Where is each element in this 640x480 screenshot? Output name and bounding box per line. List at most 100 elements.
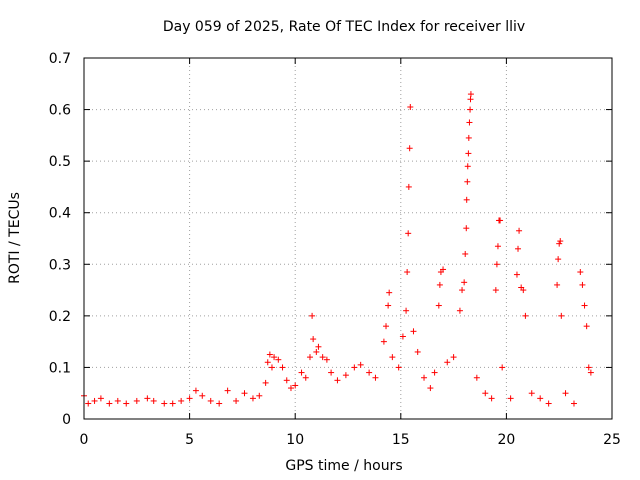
gridlines bbox=[84, 58, 612, 419]
data-point bbox=[513, 271, 520, 278]
data-point bbox=[414, 348, 421, 355]
data-point bbox=[407, 103, 414, 110]
data-point bbox=[488, 395, 495, 402]
data-point bbox=[271, 354, 278, 361]
y-tick-label: 0.4 bbox=[49, 206, 71, 222]
data-point bbox=[473, 374, 480, 381]
data-point bbox=[556, 240, 563, 247]
data-point bbox=[463, 225, 470, 232]
data-point bbox=[306, 354, 313, 361]
data-point bbox=[319, 354, 326, 361]
data-point bbox=[275, 356, 282, 363]
data-point bbox=[266, 351, 273, 358]
data-point bbox=[233, 397, 240, 404]
x-tick-label: 20 bbox=[497, 432, 515, 448]
data-point bbox=[555, 256, 562, 263]
data-point bbox=[385, 302, 392, 309]
data-point bbox=[465, 150, 472, 157]
data-point bbox=[427, 385, 434, 392]
x-tick-label: 25 bbox=[603, 432, 621, 448]
data-point bbox=[150, 397, 157, 404]
data-point bbox=[520, 287, 527, 294]
data-point bbox=[467, 96, 474, 103]
data-point bbox=[144, 395, 151, 402]
data-point bbox=[292, 382, 299, 389]
data-point bbox=[440, 266, 447, 273]
data-point bbox=[380, 338, 387, 345]
y-tick-label: 0 bbox=[62, 412, 71, 428]
data-point bbox=[467, 91, 474, 98]
data-point bbox=[323, 356, 330, 363]
chart-title: Day 059 of 2025, Rate Of TEC Index for r… bbox=[163, 19, 525, 35]
data-point bbox=[583, 323, 590, 330]
data-point bbox=[558, 312, 565, 319]
x-tick-labels: 0 5 10 15 20 25 bbox=[80, 432, 621, 448]
y-tick-label: 0.6 bbox=[49, 103, 71, 119]
data-point bbox=[328, 369, 335, 376]
data-point bbox=[169, 400, 176, 407]
y-tick-label: 0.2 bbox=[49, 309, 71, 325]
data-point bbox=[450, 354, 457, 361]
data-point bbox=[493, 261, 500, 268]
data-point bbox=[192, 387, 199, 394]
data-point bbox=[492, 287, 499, 294]
data-point bbox=[403, 307, 410, 314]
data-point bbox=[309, 312, 316, 319]
data-point bbox=[91, 397, 98, 404]
x-axis-label: GPS time / hours bbox=[285, 458, 402, 474]
data-point bbox=[114, 397, 121, 404]
data-point bbox=[557, 238, 564, 245]
data-point bbox=[405, 230, 412, 237]
data-point bbox=[406, 145, 413, 152]
data-point bbox=[579, 281, 586, 288]
data-point bbox=[186, 395, 193, 402]
data-point bbox=[482, 390, 489, 397]
data-point bbox=[462, 250, 469, 257]
data-point bbox=[199, 392, 206, 399]
data-point bbox=[545, 400, 552, 407]
data-point bbox=[497, 217, 504, 224]
data-point bbox=[256, 392, 263, 399]
data-point bbox=[585, 364, 592, 371]
data-point bbox=[465, 134, 472, 141]
data-point bbox=[444, 359, 451, 366]
data-point bbox=[342, 372, 349, 379]
data-point bbox=[315, 343, 322, 350]
data-point bbox=[298, 369, 305, 376]
data-point bbox=[313, 348, 320, 355]
data-point bbox=[224, 387, 231, 394]
data-point bbox=[178, 397, 185, 404]
data-point bbox=[405, 183, 412, 190]
data-point bbox=[241, 390, 248, 397]
data-point bbox=[467, 106, 474, 113]
data-point bbox=[249, 395, 256, 402]
data-point bbox=[421, 374, 428, 381]
data-point bbox=[464, 163, 471, 170]
data-point bbox=[436, 281, 443, 288]
data-point bbox=[577, 269, 584, 276]
data-point bbox=[216, 400, 223, 407]
data-point bbox=[366, 369, 373, 376]
data-point bbox=[97, 395, 104, 402]
data-point bbox=[464, 178, 471, 185]
x-tick-label: 15 bbox=[392, 432, 410, 448]
y-tick-label: 0.3 bbox=[49, 257, 71, 273]
data-point bbox=[410, 328, 417, 335]
data-point bbox=[463, 196, 470, 203]
y-tick-label: 0.7 bbox=[49, 51, 71, 67]
data-point bbox=[383, 323, 390, 330]
data-points bbox=[81, 91, 594, 407]
data-point bbox=[515, 245, 522, 252]
x-tick-label: 0 bbox=[80, 432, 89, 448]
data-point bbox=[268, 364, 275, 371]
x-tick-label: 10 bbox=[286, 432, 304, 448]
data-point bbox=[516, 227, 523, 234]
data-point bbox=[106, 400, 113, 407]
y-axis-label: ROTI / TECUs bbox=[7, 192, 23, 284]
data-point bbox=[85, 400, 92, 407]
data-point bbox=[279, 364, 286, 371]
data-point bbox=[123, 400, 130, 407]
data-point bbox=[587, 369, 594, 376]
data-point bbox=[357, 361, 364, 368]
